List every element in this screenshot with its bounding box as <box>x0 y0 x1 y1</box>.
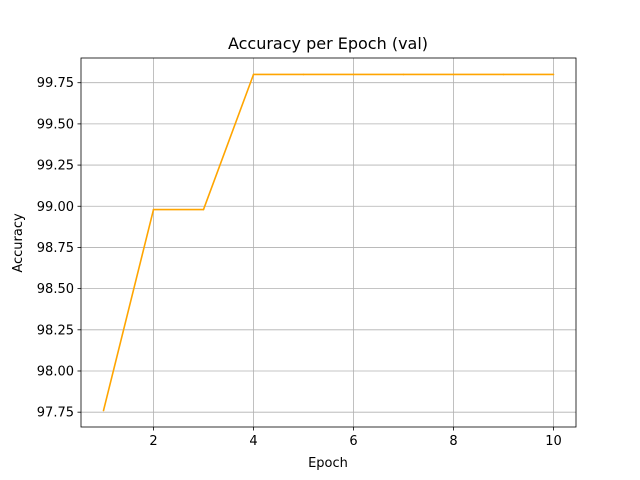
y-tick-label: 97.75 <box>37 406 74 421</box>
plot-frame <box>80 57 577 428</box>
y-tick-label: 99.25 <box>37 159 74 174</box>
accuracy-data-point <box>552 73 555 76</box>
accuracy-data-point <box>402 73 405 76</box>
accuracy-data-point <box>302 73 305 76</box>
x-tick-label: 2 <box>149 434 157 449</box>
y-tick-label: 99.50 <box>37 117 74 132</box>
accuracy-data-point <box>152 208 155 211</box>
y-tick-label: 98.00 <box>37 364 74 379</box>
series-layer <box>102 73 555 412</box>
y-tick-label: 99.75 <box>37 76 74 91</box>
x-tick-label: 4 <box>249 434 257 449</box>
chart-title: Accuracy per Epoch (val) <box>228 34 428 53</box>
x-axis-label: Epoch <box>308 456 348 471</box>
y-tick-label: 98.25 <box>37 323 74 338</box>
x-tick-label: 10 <box>545 434 562 449</box>
y-tick-label: 99.00 <box>37 200 74 215</box>
grid-layer <box>81 58 576 427</box>
accuracy-series-line <box>102 73 554 411</box>
accuracy-data-point <box>102 409 105 412</box>
tick-layer: 2 4 6 8 10 97.75 98.00 98.25 98.50 98.75 99.00 99.2… <box>37 76 562 449</box>
y-axis-label: Accuracy <box>11 213 26 273</box>
y-tick-label: 98.50 <box>37 282 74 297</box>
accuracy-data-point <box>502 73 505 76</box>
accuracy-data-point <box>252 73 255 76</box>
accuracy-data-point <box>202 208 205 211</box>
y-tick-label: 98.75 <box>37 241 74 256</box>
accuracy-data-point <box>452 73 455 76</box>
accuracy-data-point <box>352 73 355 76</box>
x-tick-label: 6 <box>349 434 357 449</box>
x-tick-label: 8 <box>449 434 457 449</box>
